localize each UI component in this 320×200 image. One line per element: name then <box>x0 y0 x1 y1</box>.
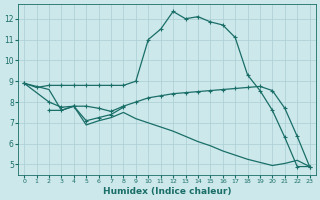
X-axis label: Humidex (Indice chaleur): Humidex (Indice chaleur) <box>103 187 231 196</box>
